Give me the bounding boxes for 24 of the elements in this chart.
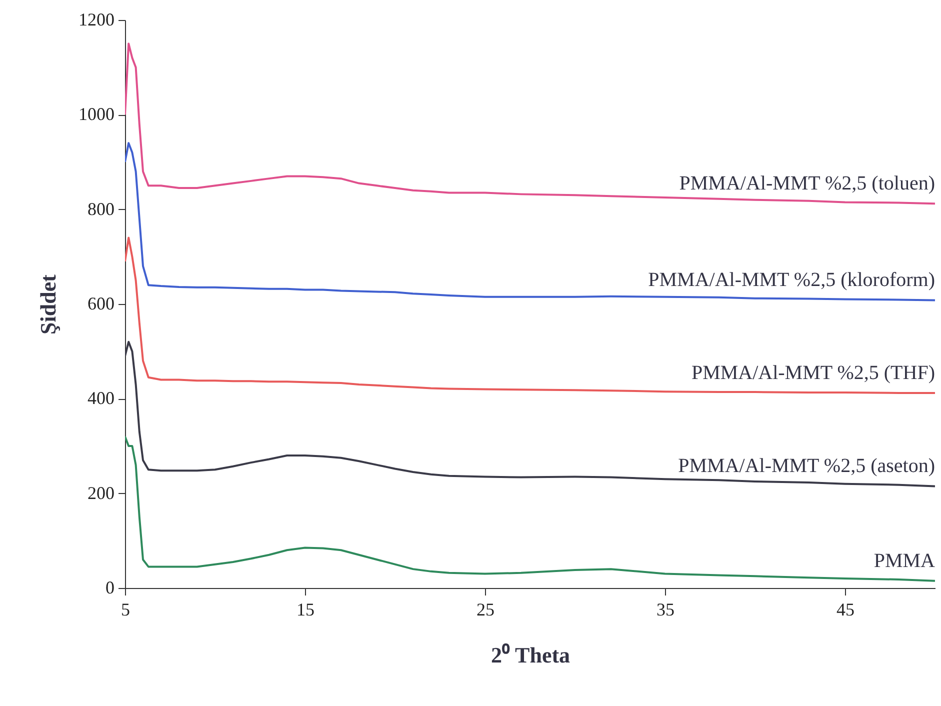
y-axis-title: Şiddet [36,274,60,334]
x-tick-label: 35 [656,600,674,620]
line-series [125,340,935,488]
y-tick-label: 200 [88,482,114,503]
y-tick-label: 1200 [78,10,114,30]
series-label: PMMA [874,550,936,572]
line-series [125,42,935,205]
x-axis-title: 2⁰ Theta [490,642,570,668]
y-tick-label: 400 [88,388,114,408]
x-tick-label: 15 [296,600,314,620]
series-label: PMMA/Al-MMT %2,5 (aseton) [678,455,935,478]
x-tick-label: 25 [476,600,494,620]
y-tick-label: 1000 [78,104,114,124]
series-label: PMMA/Al-MMT %2,5 (THF) [691,362,935,384]
line-series [125,236,935,394]
x-tick-label: 45 [836,600,854,620]
series-label: PMMA/Al-MMT %2,5 (toluen) [679,172,935,195]
line-series [125,436,935,582]
y-tick-label: 800 [88,198,114,219]
x-tick-label: 5 [121,600,130,620]
series-label: PMMA/Al-MMT %2,5 (kloroform) [648,269,935,292]
y-tick-label: 600 [88,294,114,314]
line-series [125,142,935,302]
y-tick-label: 0 [106,578,114,598]
